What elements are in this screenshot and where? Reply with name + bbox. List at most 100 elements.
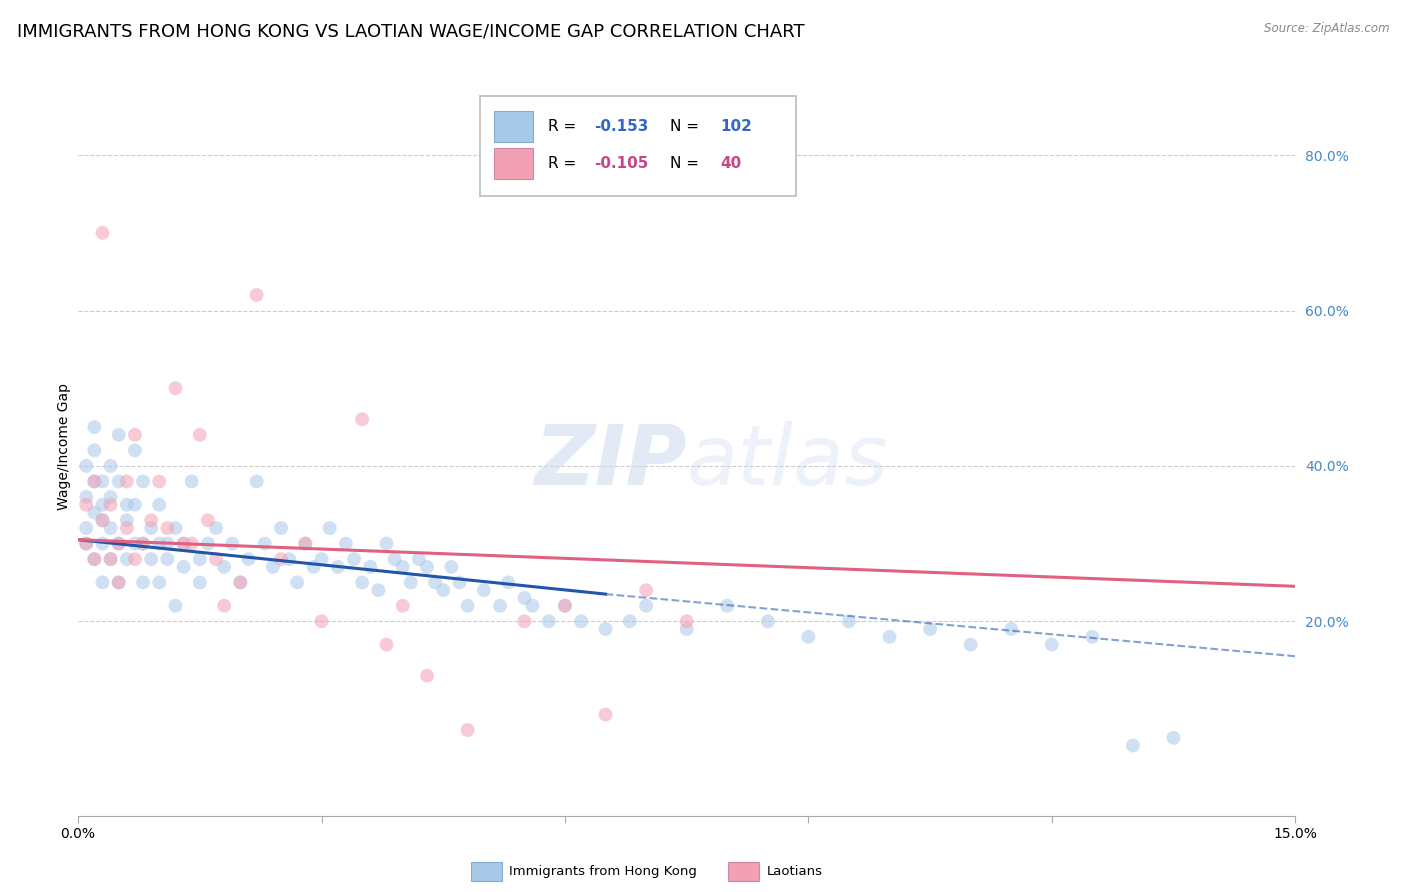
Point xyxy=(132,536,155,550)
Point xyxy=(141,521,163,535)
Point xyxy=(457,723,479,737)
Y-axis label: Wage/Income Gap: Wage/Income Gap xyxy=(58,383,72,510)
Text: Laotians: Laotians xyxy=(766,865,823,878)
Point xyxy=(75,458,97,473)
Point xyxy=(107,575,129,590)
Point xyxy=(375,638,398,652)
Point xyxy=(83,420,105,434)
Point xyxy=(636,599,658,613)
Point xyxy=(1040,638,1063,652)
Point xyxy=(375,536,398,550)
Point xyxy=(595,622,617,636)
Point xyxy=(100,490,122,504)
Point xyxy=(75,536,97,550)
Point xyxy=(716,599,738,613)
Point xyxy=(100,552,122,566)
Point xyxy=(124,536,146,550)
Point xyxy=(335,536,357,550)
Point xyxy=(165,599,187,613)
Point xyxy=(449,575,471,590)
Point xyxy=(107,536,129,550)
Point xyxy=(326,560,349,574)
Point xyxy=(513,591,536,605)
Point xyxy=(132,575,155,590)
Text: R =: R = xyxy=(548,120,581,135)
Point xyxy=(188,552,211,566)
Point xyxy=(408,552,430,566)
Point xyxy=(246,288,269,302)
Point xyxy=(343,552,366,566)
Point xyxy=(212,599,235,613)
Point xyxy=(173,536,195,550)
Point xyxy=(91,226,114,240)
Point xyxy=(165,381,187,395)
Point xyxy=(100,498,122,512)
Point xyxy=(229,575,252,590)
Point xyxy=(132,536,155,550)
Point xyxy=(173,560,195,574)
Point xyxy=(83,443,105,458)
Point xyxy=(141,513,163,527)
Point xyxy=(100,521,122,535)
Point xyxy=(920,622,942,636)
Point xyxy=(124,427,146,442)
Point xyxy=(91,575,114,590)
Text: Immigrants from Hong Kong: Immigrants from Hong Kong xyxy=(509,865,697,878)
Point xyxy=(302,560,325,574)
Point xyxy=(188,427,211,442)
Point xyxy=(91,475,114,489)
Point xyxy=(115,498,138,512)
Point xyxy=(253,536,276,550)
Point xyxy=(416,668,439,682)
Point xyxy=(75,521,97,535)
Point xyxy=(569,615,592,629)
Point xyxy=(472,583,495,598)
Point xyxy=(75,490,97,504)
Point xyxy=(115,513,138,527)
Point xyxy=(91,513,114,527)
Point xyxy=(75,498,97,512)
Point xyxy=(675,615,697,629)
Text: IMMIGRANTS FROM HONG KONG VS LAOTIAN WAGE/INCOME GAP CORRELATION CHART: IMMIGRANTS FROM HONG KONG VS LAOTIAN WAG… xyxy=(17,22,804,40)
Point xyxy=(756,615,779,629)
Text: 40: 40 xyxy=(721,156,742,171)
Point xyxy=(311,552,333,566)
Point xyxy=(513,615,536,629)
Point xyxy=(107,575,129,590)
Point xyxy=(959,638,981,652)
Point xyxy=(229,575,252,590)
Point xyxy=(91,513,114,527)
Point xyxy=(537,615,560,629)
Point xyxy=(165,521,187,535)
Point xyxy=(83,475,105,489)
Point xyxy=(416,560,439,574)
Point xyxy=(246,475,269,489)
Point xyxy=(359,560,381,574)
Text: N =: N = xyxy=(669,156,703,171)
Point xyxy=(212,560,235,574)
Point xyxy=(221,536,243,550)
Point xyxy=(285,575,308,590)
Text: N =: N = xyxy=(669,120,703,135)
Point xyxy=(797,630,820,644)
Point xyxy=(83,506,105,520)
Point xyxy=(318,521,340,535)
Point xyxy=(423,575,446,590)
Point xyxy=(489,599,512,613)
Point xyxy=(107,536,129,550)
Point xyxy=(115,475,138,489)
Text: -0.153: -0.153 xyxy=(595,120,648,135)
Point xyxy=(238,552,260,566)
Point xyxy=(595,707,617,722)
Point xyxy=(107,475,129,489)
Point xyxy=(100,552,122,566)
FancyBboxPatch shape xyxy=(479,96,796,195)
Point xyxy=(100,458,122,473)
Point xyxy=(391,599,413,613)
Point xyxy=(205,521,228,535)
Point xyxy=(384,552,406,566)
Point xyxy=(311,615,333,629)
Point xyxy=(91,498,114,512)
Point xyxy=(367,583,389,598)
Point xyxy=(675,622,697,636)
